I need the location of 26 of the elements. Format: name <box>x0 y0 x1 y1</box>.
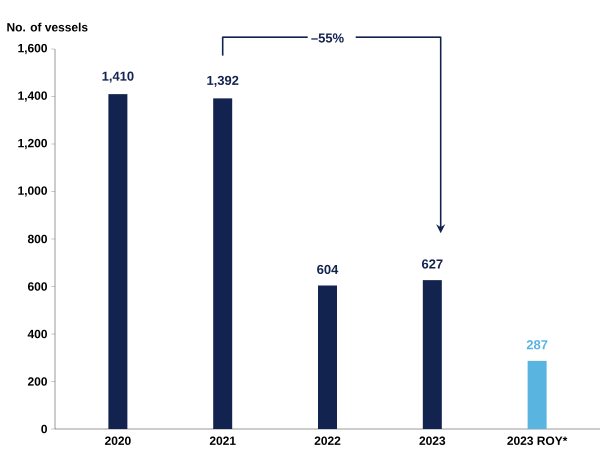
y-tick-label: 600 <box>28 282 47 291</box>
text: –55% <box>311 33 344 43</box>
data-label: 1,410 <box>102 72 134 83</box>
x-tick-label: 2020 <box>105 436 131 445</box>
y-tick-label: 1,400 <box>18 91 47 102</box>
bar <box>318 286 338 429</box>
y-tick-label: 1,200 <box>18 138 47 150</box>
y-tick-label: 800 <box>28 234 47 244</box>
y-tick-label: 1,000 <box>18 186 47 197</box>
y-tick-label: 0 <box>41 424 47 434</box>
y-axis-title: No. of vessels <box>7 22 88 32</box>
y-tick-label: 400 <box>28 330 47 338</box>
bar <box>108 94 128 429</box>
x-tick-label: 2022 <box>314 436 340 445</box>
x-tick-label: 2023 <box>419 436 446 446</box>
bar <box>213 98 232 429</box>
y-tick-label: 1,600 <box>18 44 47 54</box>
data-label: 627 <box>422 259 443 269</box>
x-tick-label: 2023 ROY* <box>507 436 568 446</box>
bar <box>422 280 442 429</box>
data-label: 1,392 <box>207 76 238 87</box>
data-label: 287 <box>526 340 548 350</box>
bar <box>528 360 547 429</box>
x-tick-label: 2021 <box>210 436 236 445</box>
y-tick-label: 200 <box>28 377 47 386</box>
data-label: 604 <box>317 264 338 274</box>
